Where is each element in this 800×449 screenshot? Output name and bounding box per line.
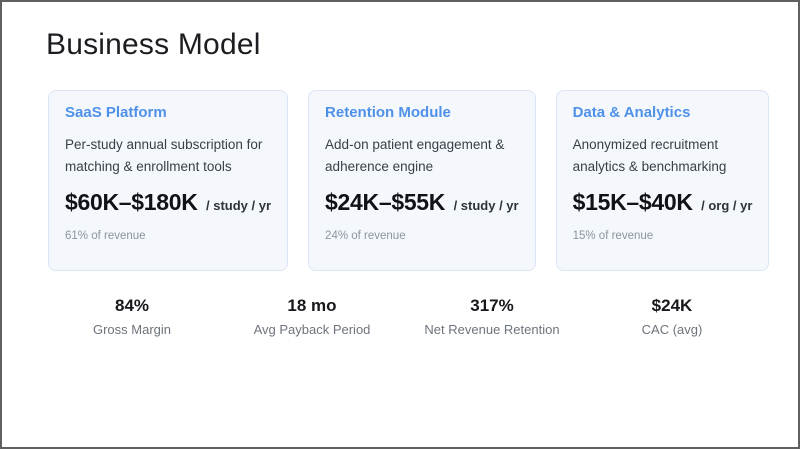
card-price-row: $60K–$180K / study / yr [65, 189, 271, 216]
revenue-stream-cards: SaaS Platform Per-study annual subscript… [48, 90, 770, 271]
card-price: $60K–$180K [65, 189, 198, 215]
card-saas-platform: SaaS Platform Per-study annual subscript… [48, 90, 289, 271]
card-description: Anonymized recruitment analytics & bench… [572, 137, 727, 174]
metric-label: Gross Margin [92, 322, 172, 337]
metric-value: 317% [470, 296, 514, 315]
card-price-row: $15K–$40K / org / yr [573, 189, 753, 216]
card-price: $15K–$40K [572, 189, 693, 215]
key-metrics-row: 84% Gross Margin 18 mo Avg Payback Perio… [42, 296, 762, 337]
metric-value: 18 mo [287, 296, 337, 315]
metric-net-revenue-retention: 317% Net Revenue Retention [402, 296, 582, 337]
card-price-unit: / study / yr [453, 198, 519, 213]
card-revenue-share: 15% of revenue [572, 230, 654, 242]
metric-payback-period: 18 mo Avg Payback Period [222, 296, 402, 337]
metric-label: CAC (avg) [641, 322, 703, 337]
page-title: Business Model [46, 28, 261, 61]
card-heading: Data & Analytics [572, 104, 691, 121]
card-heading: Retention Module [325, 104, 451, 121]
card-description: Add-on patient engagement & adherence en… [325, 137, 505, 174]
metric-cac: $24K CAC (avg) [582, 296, 762, 337]
card-revenue-share: 61% of revenue [65, 230, 146, 242]
card-revenue-share: 24% of revenue [325, 230, 406, 242]
card-price-row: $24K–$55K / study / yr [325, 189, 519, 216]
card-retention-module: Retention Module Add-on patient engageme… [308, 90, 536, 271]
metric-value: 84% [114, 296, 150, 315]
metric-label: Avg Payback Period [253, 322, 371, 337]
card-data-analytics: Data & Analytics Anonymized recruitment … [555, 90, 770, 271]
card-heading: SaaS Platform [65, 104, 167, 121]
card-description: Per-study annual subscription for matchi… [65, 137, 263, 174]
card-price: $24K–$55K [325, 189, 446, 215]
metric-label: Net Revenue Retention [424, 322, 560, 337]
card-price-unit: / study / yr [206, 198, 272, 213]
metric-value: $24K [651, 296, 693, 315]
card-price-unit: / org / yr [701, 198, 753, 213]
metric-gross-margin: 84% Gross Margin [42, 296, 222, 337]
